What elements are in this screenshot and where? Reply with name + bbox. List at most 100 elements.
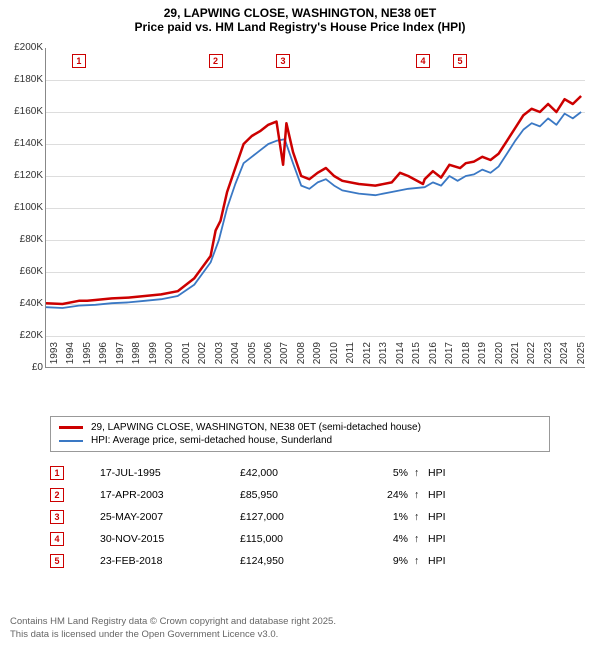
- x-axis-label: 2011: [345, 342, 356, 372]
- transaction-row: 1 17-JUL-1995£42,0005%↑HPI: [50, 462, 560, 484]
- y-axis-label: £40K: [1, 298, 43, 309]
- plot-region: 1 2 3 4 5: [45, 48, 585, 368]
- chart-marker: 1: [72, 54, 86, 68]
- x-axis-label: 2003: [214, 342, 225, 372]
- arrow-up-icon: ↑: [414, 467, 428, 479]
- y-axis-label: £20K: [1, 330, 43, 341]
- x-axis-label: 1996: [98, 342, 109, 372]
- title-line-1: 29, LAPWING CLOSE, WASHINGTON, NE38 0ET: [0, 6, 600, 20]
- x-axis-label: 2000: [164, 342, 175, 372]
- tx-hpi-label: HPI: [428, 511, 458, 523]
- tx-pct: 24%: [350, 489, 414, 501]
- chart-container: 29, LAPWING CLOSE, WASHINGTON, NE38 0ET …: [0, 0, 600, 650]
- x-axis-label: 1994: [65, 342, 76, 372]
- y-axis-label: £140K: [1, 138, 43, 149]
- y-axis-label: £100K: [1, 202, 43, 213]
- legend-label: 29, LAPWING CLOSE, WASHINGTON, NE38 0ET …: [91, 422, 421, 433]
- transaction-table: 117-JUL-1995£42,0005%↑HPI217-APR-2003£85…: [50, 462, 560, 572]
- tx-hpi-label: HPI: [428, 467, 458, 479]
- chart-area: 12345 £0£20K£40K£60K£80K£100K£120K£140K£…: [5, 38, 595, 408]
- x-axis-label: 1998: [131, 342, 142, 372]
- legend-swatch: [59, 426, 83, 429]
- x-axis-label: 2017: [444, 342, 455, 372]
- series-hpi: [46, 112, 581, 308]
- legend-label: HPI: Average price, semi-detached house,…: [91, 435, 332, 446]
- y-axis-label: £160K: [1, 106, 43, 117]
- tx-pct: 1%: [350, 511, 414, 523]
- chart-marker: 2: [209, 54, 223, 68]
- series-price_paid: [46, 96, 581, 304]
- legend-row: 29, LAPWING CLOSE, WASHINGTON, NE38 0ET …: [59, 421, 541, 434]
- x-axis-label: 2010: [329, 342, 340, 372]
- chart-marker: 3: [276, 54, 290, 68]
- tx-date: 17-APR-2003: [100, 489, 240, 501]
- tx-marker-num: 3: [50, 510, 64, 524]
- tx-price: £124,950: [240, 555, 350, 567]
- legend-swatch: [59, 440, 83, 442]
- transaction-row: 4 30-NOV-2015£115,0004%↑HPI: [50, 528, 560, 550]
- transaction-row: 523-FEB-2018£124,9509%↑HPI: [50, 550, 560, 572]
- tx-date: 30-NOV-2015: [100, 533, 240, 545]
- x-axis-label: 2020: [494, 342, 505, 372]
- tx-hpi-label: HPI: [428, 533, 458, 545]
- x-axis-label: 2024: [559, 342, 570, 372]
- tx-hpi-label: HPI: [428, 555, 458, 567]
- x-axis-label: 2004: [230, 342, 241, 372]
- tx-marker-num: 4: [50, 532, 64, 546]
- chart-marker: 4: [416, 54, 430, 68]
- y-axis-label: £200K: [1, 42, 43, 53]
- line-plot-svg: [46, 48, 586, 368]
- x-axis-label: 2014: [395, 342, 406, 372]
- legend-row: HPI: Average price, semi-detached house,…: [59, 434, 541, 447]
- tx-date: 17-JUL-1995: [100, 467, 240, 479]
- y-axis-label: £0: [1, 362, 43, 373]
- x-axis-label: 1993: [49, 342, 60, 372]
- x-axis-label: 2002: [197, 342, 208, 372]
- tx-pct: 5%: [350, 467, 414, 479]
- arrow-up-icon: ↑: [414, 489, 428, 501]
- x-axis-label: 2018: [461, 342, 472, 372]
- x-axis-label: 1995: [82, 342, 93, 372]
- title-line-2: Price paid vs. HM Land Registry's House …: [0, 20, 600, 34]
- x-axis-label: 2005: [247, 342, 258, 372]
- tx-price: £85,950: [240, 489, 350, 501]
- x-axis-label: 2015: [411, 342, 422, 372]
- tx-price: £42,000: [240, 467, 350, 479]
- x-axis-label: 2012: [362, 342, 373, 372]
- x-axis-label: 2021: [510, 342, 521, 372]
- tx-pct: 4%: [350, 533, 414, 545]
- title-block: 29, LAPWING CLOSE, WASHINGTON, NE38 0ET …: [0, 0, 600, 38]
- footer-line-1: Contains HM Land Registry data © Crown c…: [10, 616, 336, 629]
- x-axis-label: 2013: [378, 342, 389, 372]
- x-axis-label: 2022: [526, 342, 537, 372]
- y-axis-label: £180K: [1, 74, 43, 85]
- footer-attribution: Contains HM Land Registry data © Crown c…: [10, 616, 336, 642]
- y-axis-label: £120K: [1, 170, 43, 181]
- legend-box: 29, LAPWING CLOSE, WASHINGTON, NE38 0ET …: [50, 416, 550, 452]
- tx-pct: 9%: [350, 555, 414, 567]
- transaction-row: 3 25-MAY-2007£127,0001%↑HPI: [50, 506, 560, 528]
- x-axis-label: 2019: [477, 342, 488, 372]
- tx-hpi-label: HPI: [428, 489, 458, 501]
- x-axis-label: 2006: [263, 342, 274, 372]
- tx-marker-num: 1: [50, 466, 64, 480]
- y-axis-label: £80K: [1, 234, 43, 245]
- arrow-up-icon: ↑: [414, 511, 428, 523]
- x-axis-label: 2016: [428, 342, 439, 372]
- x-axis-label: 2023: [543, 342, 554, 372]
- y-axis-label: £60K: [1, 266, 43, 277]
- tx-date: 23-FEB-2018: [100, 555, 240, 567]
- tx-date: 25-MAY-2007: [100, 511, 240, 523]
- chart-marker: 5: [453, 54, 467, 68]
- x-axis-label: 2009: [312, 342, 323, 372]
- x-axis-label: 2001: [181, 342, 192, 372]
- footer-line-2: This data is licensed under the Open Gov…: [10, 629, 336, 642]
- tx-price: £127,000: [240, 511, 350, 523]
- x-axis-label: 1999: [148, 342, 159, 372]
- x-axis-label: 1997: [115, 342, 126, 372]
- x-axis-label: 2025: [576, 342, 587, 372]
- arrow-up-icon: ↑: [414, 533, 428, 545]
- x-axis-label: 2008: [296, 342, 307, 372]
- transaction-row: 217-APR-2003£85,95024%↑HPI: [50, 484, 560, 506]
- tx-price: £115,000: [240, 533, 350, 545]
